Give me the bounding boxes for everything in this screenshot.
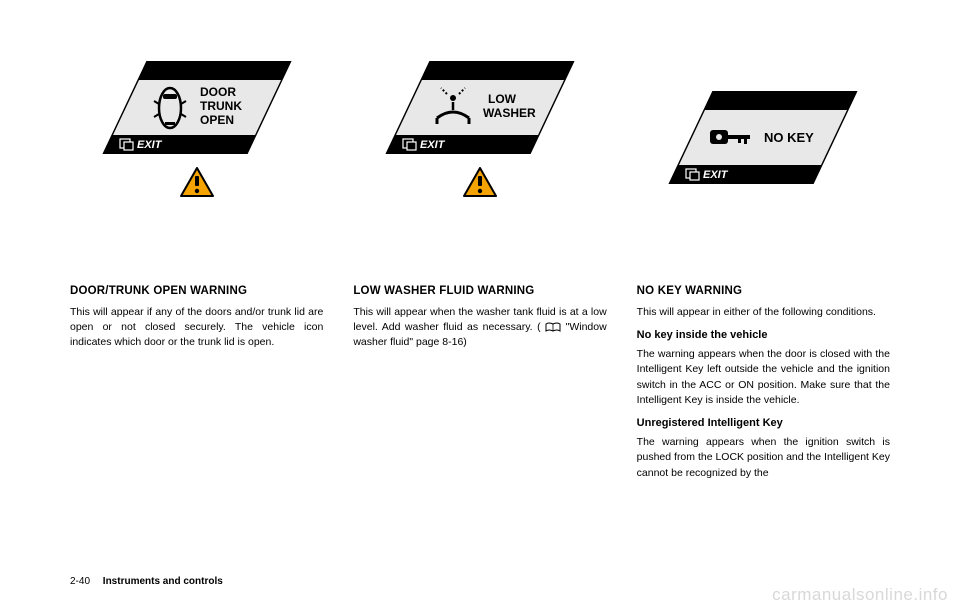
panel-line-1: LOW	[488, 92, 517, 106]
text-block-3: NO KEY WARNING This will appear in eithe…	[637, 285, 890, 490]
watermark: carmanualsonline.info	[772, 585, 948, 605]
panel-line-1: DOOR	[200, 85, 236, 99]
heading-1: DOOR/TRUNK OPEN WARNING	[70, 285, 323, 297]
exit-label: EXIT	[420, 139, 446, 151]
panel-line-3: OPEN	[200, 113, 234, 127]
para-3-2: The warning appears when the door is clo…	[637, 347, 890, 408]
display-wrap-3: WARNING NO KEY EXIT	[637, 40, 890, 230]
para-3-3: The warning appears when the ignition sw…	[637, 435, 890, 481]
panel-line-2: WASHER	[483, 106, 536, 120]
page-footer: 2-40 Instruments and controls	[70, 576, 223, 587]
exit-label: EXIT	[703, 169, 729, 181]
warning-label: WARNING	[720, 94, 778, 108]
door-trunk-panel: WARNING DOOR TRUNK OPEN	[102, 60, 292, 155]
subheading-3-2: Unregistered Intelligent Key	[637, 417, 890, 429]
column-2: WARNING LOW WASHER	[353, 40, 606, 581]
column-1: WARNING DOOR TRUNK OPEN	[70, 40, 323, 581]
warning-triangle-icon	[463, 167, 497, 197]
para-1: This will appear if any of the doors and…	[70, 305, 323, 351]
no-key-panel: WARNING NO KEY EXIT	[668, 90, 858, 185]
warning-label: WARNING	[154, 64, 212, 78]
subheading-3-1: No key inside the vehicle	[637, 329, 890, 341]
exit-label: EXIT	[137, 139, 163, 151]
panel-single-line: NO KEY	[764, 130, 814, 145]
text-block-1: DOOR/TRUNK OPEN WARNING This will appear…	[70, 285, 323, 360]
text-block-2: LOW WASHER FLUID WARNING This will appea…	[353, 285, 606, 360]
para-2: This will appear when the washer tank fl…	[353, 305, 606, 351]
warning-triangle-icon	[180, 167, 214, 197]
book-icon	[545, 322, 561, 332]
page-columns: WARNING DOOR TRUNK OPEN	[70, 40, 890, 581]
warning-label: WARNING	[437, 64, 495, 78]
panel-line-2: TRUNK	[200, 99, 242, 113]
para-3-1: This will appear in either of the follow…	[637, 305, 890, 320]
display-wrap-2: WARNING LOW WASHER	[353, 40, 606, 230]
heading-3: NO KEY WARNING	[637, 285, 890, 297]
page-number: 2-40	[70, 576, 90, 587]
display-wrap-1: WARNING DOOR TRUNK OPEN	[70, 40, 323, 230]
low-washer-panel: WARNING LOW WASHER	[385, 60, 575, 155]
column-3: WARNING NO KEY EXIT	[637, 40, 890, 581]
section-title: Instruments and controls	[103, 576, 223, 587]
heading-2: LOW WASHER FLUID WARNING	[353, 285, 606, 297]
